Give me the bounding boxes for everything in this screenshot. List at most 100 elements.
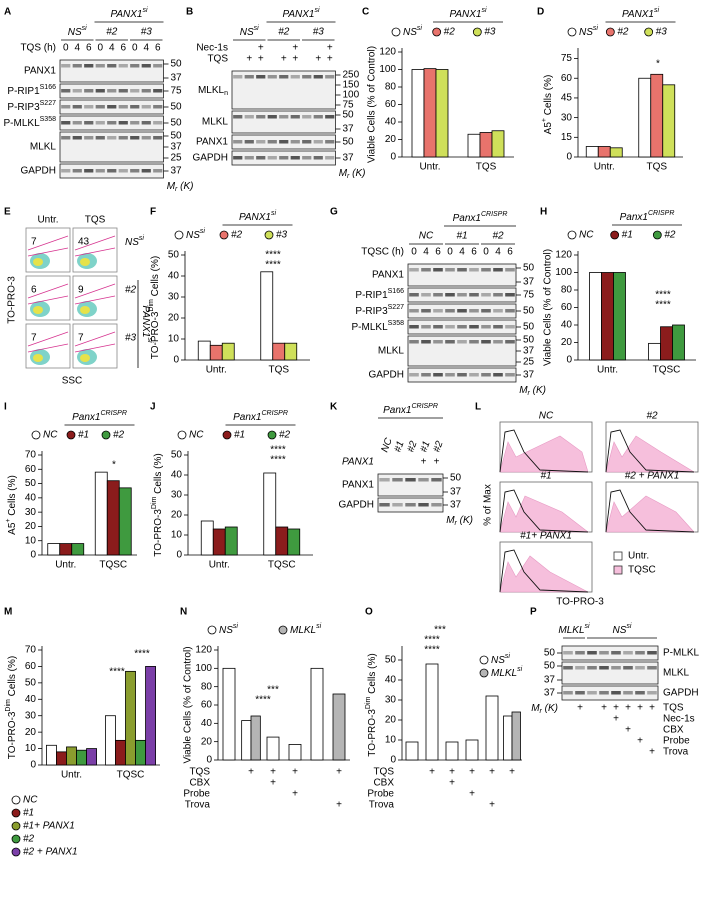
legend-swatch [264,230,274,240]
band [392,503,403,507]
label-part: NS [491,655,505,666]
legend-swatch [11,847,21,857]
group-label: #1 [456,231,467,242]
label-part: Panx1 [233,412,261,423]
treatment-mark: + [449,778,455,789]
mw-label: 50 [544,661,556,672]
band [587,651,597,655]
label-part: Cells (%) [367,653,378,696]
y-tick-label: 40 [385,117,397,128]
blot-strip [231,110,336,134]
histogram-untr [499,549,589,593]
band [107,89,117,93]
treatment-mark: + [469,767,475,778]
band [481,373,491,377]
mw-label: 50 [544,648,556,659]
y-axis-label: % of Max [483,484,494,526]
band [611,666,621,670]
bar [467,133,481,158]
gate [74,283,116,305]
band [325,140,335,144]
y-tick-label: 10 [25,535,37,546]
y-tick-label: 60 [25,661,37,672]
x-tick-label: TQSC [117,770,145,781]
band [267,156,277,160]
script-text: si [233,623,239,630]
row-label: MLKL [663,668,690,679]
band [433,293,443,297]
y-tick-label: 30 [25,507,37,518]
band [141,169,151,173]
lane-label: #1 [418,440,432,454]
label-part: (K) [177,181,193,192]
band [505,340,515,344]
band [72,105,82,109]
bar [266,736,280,761]
y-axis-label: A5+ Cells (%) [541,75,553,135]
condition-label: CBX [663,725,684,736]
band [233,140,243,144]
treatment-mark: + [336,767,342,778]
bar [71,543,85,556]
band [505,325,515,329]
script-text: r [528,390,531,397]
y-axis-label: TO-PRO-3Dim Cells (%) [148,256,160,359]
bar [106,480,120,556]
blot-header: Panx1CRISPR [383,403,438,415]
band [267,140,277,144]
population [80,306,90,314]
histogram-title: #1 [540,471,551,482]
bar [648,342,661,361]
y-tick-label: 70 [25,450,37,461]
bar [241,720,252,761]
band [325,156,335,160]
row-label: PANX1 [24,66,56,77]
mw-label: 50 [171,59,183,70]
script-text: S227 [40,100,56,107]
significance: **** [255,695,271,706]
y-tick-label: 100 [555,267,572,278]
script-text: Dim [365,696,372,709]
bar [94,471,108,556]
column-label: Untr. [37,215,58,226]
gate [27,235,69,257]
condition-mark: 0 [97,43,103,54]
row-label: P-RIP1S166 [7,84,56,96]
condition-label: TQS [207,54,228,65]
script-text: CRISPR [261,410,287,417]
y-tick-label: 20 [201,736,213,747]
panel-label: E [4,207,11,218]
band [141,64,151,68]
script-text: si [654,7,660,14]
band [421,325,431,329]
panel-label: I [4,402,7,413]
band [433,373,443,377]
condition-mark: + [258,54,264,65]
band [141,136,151,140]
x-tick-label: TQS [268,365,289,376]
condition-mark: + [281,54,287,65]
legend-swatch [613,565,623,575]
label-part: PANX1 [140,305,151,337]
bar [425,663,439,761]
legend-label: #2 [664,230,676,241]
script-text: CRISPR [100,410,126,417]
bar [585,146,599,158]
band [431,478,442,482]
band [72,121,82,125]
population [33,306,43,314]
y-tick-label: 50 [25,478,37,489]
band [72,169,82,173]
y-tick-label: 80 [201,681,213,692]
band [72,89,82,93]
bar [491,130,505,158]
label-part: NS [240,27,254,38]
bar [310,667,324,761]
y-axis-label: A5+ Cells (%) [5,475,17,535]
y-tick-label: 40 [201,718,213,729]
significance: **** [424,635,440,646]
y-tick-label: 20 [385,134,397,145]
row-label: GAPDH [338,500,374,511]
label-part: NS [613,625,627,636]
band [563,651,573,655]
